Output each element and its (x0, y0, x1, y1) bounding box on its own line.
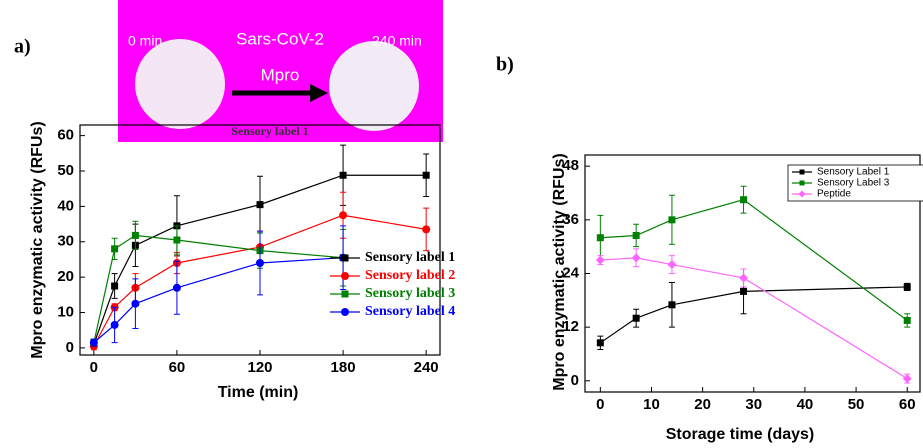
x-tick-label: 40 (797, 396, 814, 413)
marker (596, 339, 604, 347)
legend-label: Sensory label 1 (365, 250, 455, 265)
marker (632, 314, 640, 322)
legend-marker (341, 272, 349, 280)
marker (339, 171, 347, 179)
series-line (600, 257, 908, 380)
legend-marker (798, 190, 806, 198)
legend-marker (341, 290, 349, 298)
legend-label: Peptide (817, 189, 851, 200)
marker (89, 338, 98, 347)
marker (110, 320, 119, 329)
legend-marker (799, 169, 805, 175)
y-tick-label: 12 (562, 318, 579, 335)
marker (422, 171, 430, 179)
legend-label: Sensory label 2 (365, 268, 455, 283)
x-tick-label: 10 (643, 396, 660, 413)
x-tick-label: 60 (899, 396, 916, 413)
marker (668, 216, 676, 224)
x-tick-label: 0 (596, 396, 604, 413)
series-line (93, 234, 344, 343)
y-tick-label: 10 (57, 304, 74, 321)
legend-label: Sensory label 3 (365, 286, 455, 301)
panel-label: a) (14, 36, 31, 58)
marker (173, 236, 181, 244)
x-tick-label: 120 (247, 359, 272, 376)
y-tick-label: 0 (66, 339, 74, 356)
y-tick-label: 60 (57, 127, 74, 144)
marker (667, 260, 677, 270)
inset-text: 240 min (372, 33, 422, 49)
marker (422, 225, 431, 234)
marker (111, 282, 119, 290)
x-tick-label: 180 (331, 359, 356, 376)
y-tick-label: 50 (57, 162, 74, 179)
legend-marker (341, 308, 349, 316)
marker (631, 253, 641, 263)
x-tick-label: 0 (90, 359, 98, 376)
y-tick-label: 0 (571, 372, 579, 389)
marker (172, 283, 181, 292)
series-line (93, 257, 344, 344)
legend-marker (799, 180, 805, 186)
panel: 0 min Sars-CoV-2 Mpro 240 min Sensory label … (14, 0, 455, 401)
y-tick-label: 40 (57, 197, 74, 214)
y-tick-label: 36 (562, 211, 579, 228)
marker (256, 259, 264, 267)
y-tick-label: 48 (562, 157, 579, 174)
marker (256, 201, 264, 209)
marker (902, 374, 912, 384)
series-line (600, 286, 908, 344)
marker (596, 234, 604, 242)
marker (111, 245, 119, 253)
legend-label: Sensory Label 1 (817, 167, 890, 178)
marker (668, 301, 676, 309)
x-tick-label: 50 (848, 396, 865, 413)
label-circle (135, 39, 225, 129)
label-circle (329, 41, 419, 131)
y-tick-label: 30 (57, 233, 74, 250)
x-tick-label: 20 (694, 396, 711, 413)
inset-text: Sars-CoV-2 (236, 29, 324, 48)
x-tick-label: 60 (169, 359, 186, 376)
marker (131, 299, 140, 308)
legend: Sensory label 1 Sensory label 2 Sensory la… (330, 250, 455, 319)
x-tick-label: 240 (414, 359, 439, 376)
x-axis-title: Storage time (days) (666, 426, 814, 443)
inset-caption: Sensory label 1 (231, 124, 308, 138)
marker (903, 283, 911, 291)
y-axis-title: Mpro enzymatic activity (RFUs) (29, 121, 46, 358)
marker (595, 255, 605, 265)
arrow-head (310, 84, 328, 102)
y-axis-title: Mpro enzymatic activity (RFUs) (551, 153, 568, 390)
panel-label: b) (496, 54, 514, 76)
marker (740, 287, 748, 295)
marker (339, 211, 348, 220)
inset-text: Mpro (261, 65, 300, 84)
marker (739, 273, 749, 283)
x-axis-title: Time (min) (218, 384, 299, 401)
y-tick-label: 20 (57, 268, 74, 285)
marker (131, 231, 139, 239)
x-tick-label: 30 (745, 396, 762, 413)
marker (903, 316, 911, 324)
panel: b) 0 10 20 30 40 50 60 0 12 24 36 48 Storage time (da… (496, 54, 923, 443)
legend-marker (341, 254, 349, 262)
inset-text: 0 min (128, 33, 162, 49)
marker (740, 196, 748, 204)
y-tick-label: 24 (562, 264, 579, 281)
legend-label: Sensory Label 3 (817, 178, 890, 189)
marker (632, 231, 640, 239)
legend-label: Sensory label 4 (365, 304, 455, 319)
